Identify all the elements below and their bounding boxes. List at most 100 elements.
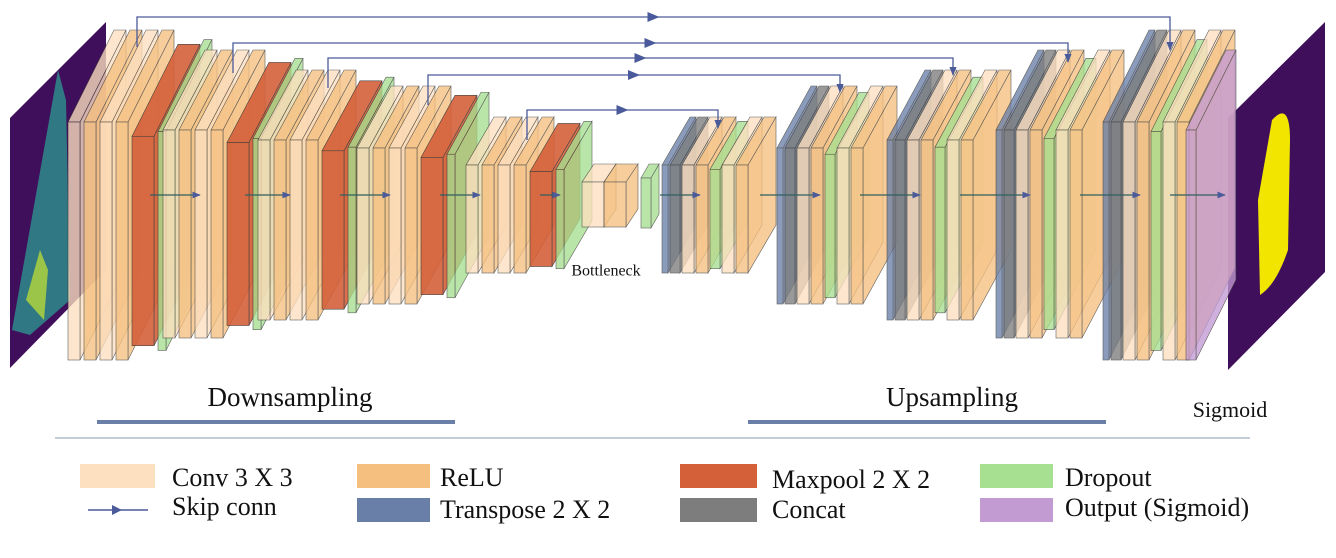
block-front	[1122, 121, 1136, 361]
legend-label: Concat	[772, 495, 846, 524]
block-front	[735, 164, 749, 274]
section-label: Upsampling	[886, 382, 1018, 412]
block-front	[1150, 131, 1162, 351]
skip-arrowhead	[628, 70, 640, 80]
block-front	[555, 169, 565, 269]
block-front	[83, 121, 97, 361]
block-front	[273, 139, 287, 321]
block-front	[695, 164, 709, 274]
block-front	[131, 135, 155, 347]
block-front	[946, 139, 960, 321]
layer-block	[1185, 49, 1237, 361]
block-front	[850, 147, 864, 305]
block-front	[995, 129, 1003, 339]
block-front	[529, 171, 553, 267]
legend-swatch	[680, 498, 757, 522]
legend-label: Skip conn	[172, 492, 277, 521]
block-front	[784, 147, 796, 305]
block-front	[836, 147, 850, 305]
block-front	[1003, 129, 1015, 339]
block-front	[388, 147, 402, 305]
block-front	[920, 139, 934, 321]
block-front	[1043, 138, 1055, 330]
block-front	[372, 147, 386, 305]
block-front	[721, 164, 735, 274]
block-front	[226, 142, 250, 326]
layer-block	[640, 162, 660, 230]
block-front	[115, 121, 129, 361]
legend-swatch	[357, 498, 430, 522]
block-front	[669, 164, 681, 274]
block-front	[1015, 129, 1029, 339]
skip-arrowhead	[634, 53, 647, 63]
skip-connections	[136, 12, 1226, 199]
block-front	[1110, 121, 1122, 361]
layers	[67, 29, 1237, 361]
block-front	[810, 147, 824, 305]
block-front	[99, 121, 113, 361]
block-front	[603, 181, 627, 228]
legend-swatch	[80, 464, 155, 488]
skip-line	[136, 16, 1174, 51]
block-front	[709, 169, 721, 269]
legend-label: Conv 3 X 3	[172, 463, 293, 492]
block-front	[1069, 129, 1083, 339]
block-front	[178, 129, 192, 339]
block-front	[581, 181, 605, 228]
block-front	[321, 150, 345, 310]
block-front	[420, 157, 444, 295]
output-image	[1228, 22, 1325, 370]
block-front	[681, 164, 695, 274]
skip-arrowhead	[647, 12, 660, 22]
block-front	[1102, 121, 1110, 361]
block-front	[194, 129, 208, 339]
section-label: Downsampling	[208, 382, 373, 412]
block-front	[1162, 121, 1176, 361]
block-front	[934, 146, 946, 314]
block-front	[796, 147, 810, 305]
block-front	[640, 177, 652, 229]
output-label: Sigmoid	[1193, 397, 1268, 422]
legend-label: ReLU	[440, 463, 504, 492]
block-front	[446, 153, 456, 299]
legend-label: Maxpool 2 X 2	[772, 465, 930, 494]
block-front	[513, 164, 527, 274]
block-front	[824, 153, 836, 299]
skip-arrowhead	[644, 38, 657, 48]
block-front	[67, 121, 81, 361]
block-front	[1185, 129, 1197, 361]
block-front	[162, 129, 176, 339]
legend-swatch	[680, 464, 757, 488]
legend-swatch	[357, 464, 430, 488]
block-front	[356, 147, 370, 305]
block-front	[305, 139, 319, 321]
legend-label: Dropout	[1065, 463, 1152, 492]
legend-swatch	[980, 464, 1053, 488]
bottleneck-label: Bottleneck	[571, 263, 640, 280]
legend-swatch	[112, 505, 122, 515]
block-front	[661, 164, 669, 274]
legend-swatch	[980, 498, 1053, 522]
block-front	[347, 146, 357, 314]
block-front	[404, 147, 418, 305]
block-front	[886, 139, 894, 321]
block-front	[960, 139, 974, 321]
block-front	[776, 147, 784, 305]
block-front	[289, 139, 303, 321]
block-front	[1136, 121, 1150, 361]
block-front	[481, 164, 495, 274]
legend: Conv 3 X 3 Skip conn ReLU Transpose 2 X …	[80, 463, 1249, 524]
block-front	[257, 139, 271, 321]
skip-line	[327, 57, 957, 88]
block-front	[1029, 129, 1043, 339]
block-front	[894, 139, 906, 321]
block-front	[906, 139, 920, 321]
legend-label: Transpose 2 X 2	[440, 495, 610, 524]
block-front	[1055, 129, 1069, 339]
legend-label: Output (Sigmoid)	[1065, 493, 1249, 522]
block-front	[465, 164, 479, 274]
layer-block	[603, 163, 639, 228]
block-front	[210, 129, 224, 339]
skip-line	[427, 74, 844, 105]
